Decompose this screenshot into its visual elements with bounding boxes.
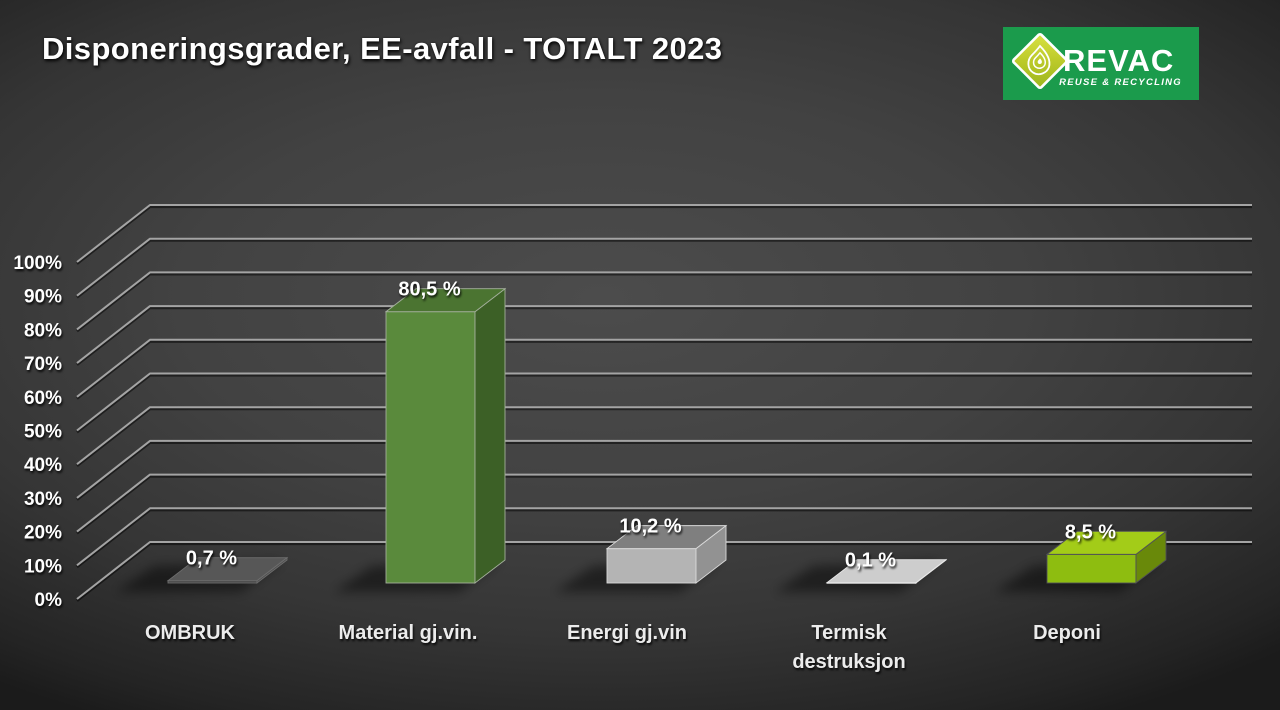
logo-brand-text: REVAC — [1063, 43, 1174, 78]
y-axis-tick-label: 80% — [24, 320, 62, 341]
bar-termisk-destruksjon-top-face — [825, 559, 948, 584]
logo-tagline-text: REUSE & RECYCLING — [1059, 77, 1182, 88]
gridline-shadow — [76, 239, 1252, 299]
y-axis-tick-label: 60% — [24, 388, 62, 409]
category-label-material-gj-vin: Material gj.vin. — [339, 622, 478, 644]
bars-layer — [166, 287, 1168, 584]
gridline-shadow — [76, 508, 1252, 569]
gridline-shadow — [76, 441, 1252, 501]
bar-deponi-top-face — [1045, 530, 1168, 555]
gridline — [76, 204, 1252, 263]
y-axis-tick-label: 50% — [24, 422, 62, 443]
bar-termisk-destruksjon-value-label: 0,1 % — [845, 550, 896, 572]
y-axis-tick-label: 90% — [24, 287, 62, 308]
gridline-shadow — [76, 475, 1252, 535]
category-label-deponi: Deponi — [1033, 622, 1101, 644]
revac-logo: REVAC REUSE & RECYCLING — [1003, 27, 1199, 100]
category-label-ombruk: OMBRUK — [145, 622, 236, 644]
value-labels-layer: 0,7 % 80,5 % 10,2 % 0,1 % 8,5 % — [186, 279, 1116, 572]
gridline — [76, 305, 1252, 364]
gridline — [76, 271, 1252, 331]
gridline — [76, 372, 1252, 432]
bar-ombruk-value-label: 0,7 % — [186, 548, 237, 570]
bar-energi-gj-vin-front-face — [606, 548, 697, 584]
bar-energi-gj-vin-top-face — [605, 525, 728, 550]
chart-title: Disponeringsgrader, EE-avfall - TOTALT 2… — [42, 31, 723, 66]
category-label-energi-gj-vin: Energi gj.vin — [567, 622, 687, 644]
y-axis-tick-label: 20% — [24, 523, 62, 544]
gridline — [76, 541, 1252, 600]
y-axis-labels-layer: 0% 10% 20% 30% 40% 50% 60% 70% 80% 90% 100% — [13, 253, 62, 611]
gridline-shadow — [76, 272, 1252, 333]
bar-deponi-front-face — [1046, 553, 1137, 584]
bar-material-gj-vin-side-face — [474, 287, 506, 584]
gridline — [76, 507, 1252, 567]
bar-energi-gj-vin-value-label: 10,2 % — [619, 516, 681, 538]
gridline-shadow — [76, 306, 1252, 366]
gridline-shadow — [76, 407, 1252, 468]
bar-ombruk-top-face — [166, 557, 289, 582]
gridline — [76, 473, 1252, 533]
y-axis-tick-label: 40% — [24, 455, 62, 476]
gridline — [76, 406, 1252, 465]
bar-deponi-value-label: 8,5 % — [1065, 521, 1116, 543]
bar-material-gj-vin-top-face — [384, 288, 507, 313]
gridlines-layer — [76, 204, 1252, 602]
y-axis-tick-label: 30% — [24, 489, 62, 510]
gridline-shadow — [76, 340, 1252, 400]
y-axis-tick-label: 70% — [24, 354, 62, 375]
gridline-shadow — [76, 542, 1252, 602]
gridline — [76, 439, 1252, 499]
drop-in-diamond-icon — [1011, 32, 1069, 90]
category-labels-layer: OMBRUK Material gj.vin. Energi gj.vin Termi… — [145, 622, 1101, 673]
y-axis-tick-label: 100% — [13, 253, 62, 274]
gridline-shadow — [76, 373, 1252, 434]
gridline — [76, 338, 1252, 398]
bar-material-gj-vin-front-face — [385, 311, 476, 584]
y-axis-tick-label: 0% — [35, 590, 63, 611]
y-axis-tick-label: 10% — [24, 556, 62, 577]
category-label-termisk-destruksjon: Termisk destruksjon — [792, 622, 905, 673]
gridline — [76, 237, 1252, 297]
gridline-shadow — [76, 205, 1252, 265]
bar-material-gj-vin-value-label: 80,5 % — [398, 279, 460, 301]
